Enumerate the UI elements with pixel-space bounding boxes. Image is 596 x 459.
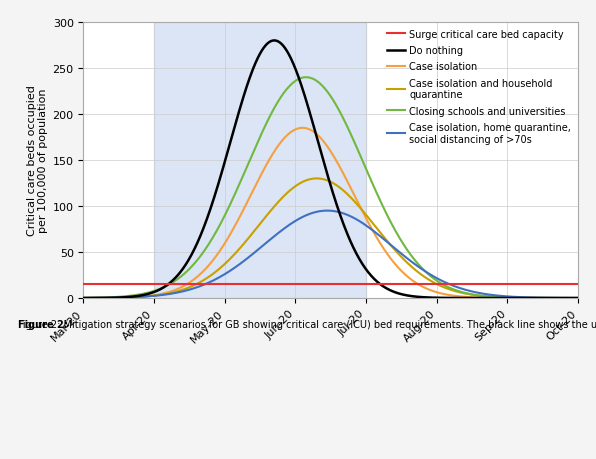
Bar (154, 23, 366, 298)
Y-axis label: Critical care beds occupied
per 100,000 of population: Critical care beds occupied per 100,000 … (27, 85, 48, 236)
Legend: Surge critical care bed capacity, Do nothing, Case isolation, Case isolation and: Surge critical care bed capacity, Do not… (385, 28, 573, 146)
Text: Figure 2: Mitigation strategy scenarios for GB showing critical care (ICU) bed r: Figure 2: Mitigation strategy scenarios … (18, 319, 596, 330)
Text: Figure 2:: Figure 2: (18, 319, 71, 330)
